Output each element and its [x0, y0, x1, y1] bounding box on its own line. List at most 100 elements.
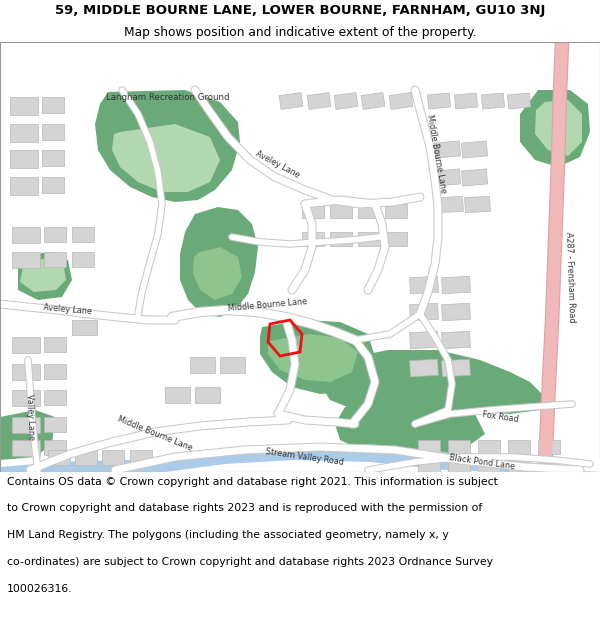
- Polygon shape: [520, 90, 590, 167]
- Text: 59, MIDDLE BOURNE LANE, LOWER BOURNE, FARNHAM, GU10 3NJ: 59, MIDDLE BOURNE LANE, LOWER BOURNE, FA…: [55, 4, 545, 17]
- Polygon shape: [330, 204, 352, 218]
- Polygon shape: [220, 357, 245, 373]
- Polygon shape: [279, 92, 303, 109]
- Polygon shape: [72, 320, 97, 335]
- Polygon shape: [538, 440, 560, 454]
- Text: co-ordinates) are subject to Crown copyright and database rights 2023 Ordnance S: co-ordinates) are subject to Crown copyr…: [7, 557, 493, 567]
- Polygon shape: [268, 334, 358, 382]
- Polygon shape: [48, 450, 70, 465]
- Polygon shape: [418, 460, 440, 474]
- Text: Middle Bourne Lane: Middle Bourne Lane: [116, 415, 194, 453]
- Text: Stream Valley Road: Stream Valley Road: [265, 447, 344, 467]
- Polygon shape: [442, 359, 470, 377]
- Text: to Crown copyright and database rights 2023 and is reproduced with the permissio: to Crown copyright and database rights 2…: [7, 503, 482, 513]
- Polygon shape: [42, 124, 64, 140]
- Polygon shape: [193, 247, 242, 300]
- Polygon shape: [437, 196, 463, 212]
- Polygon shape: [461, 169, 488, 186]
- Polygon shape: [72, 252, 94, 267]
- Polygon shape: [358, 232, 380, 246]
- Polygon shape: [42, 150, 64, 166]
- Polygon shape: [48, 472, 70, 486]
- Polygon shape: [10, 150, 38, 168]
- Polygon shape: [508, 93, 530, 109]
- Polygon shape: [418, 440, 440, 454]
- Polygon shape: [330, 232, 352, 246]
- Polygon shape: [448, 440, 470, 454]
- Polygon shape: [95, 90, 240, 202]
- Polygon shape: [195, 387, 220, 403]
- Polygon shape: [0, 410, 55, 460]
- Polygon shape: [75, 450, 97, 465]
- Polygon shape: [334, 92, 358, 109]
- Polygon shape: [508, 460, 530, 474]
- Text: Langham Recreation Ground: Langham Recreation Ground: [106, 92, 230, 101]
- Polygon shape: [538, 460, 560, 474]
- Polygon shape: [410, 359, 439, 377]
- Polygon shape: [20, 258, 66, 292]
- Polygon shape: [10, 97, 38, 115]
- Polygon shape: [12, 440, 40, 456]
- Polygon shape: [335, 397, 485, 460]
- Polygon shape: [190, 357, 215, 373]
- Polygon shape: [385, 232, 407, 246]
- Text: A287 - Frensham Road: A287 - Frensham Road: [564, 231, 576, 322]
- Polygon shape: [112, 124, 220, 192]
- Polygon shape: [44, 440, 66, 455]
- Polygon shape: [0, 444, 600, 477]
- Polygon shape: [385, 204, 407, 218]
- Polygon shape: [461, 141, 488, 158]
- Text: 100026316.: 100026316.: [7, 584, 73, 594]
- Polygon shape: [464, 196, 490, 212]
- Polygon shape: [410, 276, 439, 294]
- Polygon shape: [535, 100, 582, 156]
- Polygon shape: [44, 417, 66, 432]
- Text: Black Pond Lane: Black Pond Lane: [449, 453, 515, 471]
- Text: Middle Bourne Lane: Middle Bourne Lane: [228, 297, 308, 313]
- Polygon shape: [42, 177, 64, 193]
- Polygon shape: [44, 337, 66, 352]
- Polygon shape: [389, 92, 413, 109]
- Polygon shape: [102, 450, 124, 465]
- Polygon shape: [12, 417, 40, 433]
- Polygon shape: [302, 204, 324, 218]
- Polygon shape: [478, 460, 500, 474]
- Polygon shape: [18, 252, 72, 300]
- Polygon shape: [448, 460, 470, 474]
- Polygon shape: [72, 227, 94, 242]
- Polygon shape: [361, 92, 385, 109]
- Polygon shape: [44, 227, 66, 242]
- Text: HM Land Registry. The polygons (including the associated geometry, namely x, y: HM Land Registry. The polygons (includin…: [7, 530, 449, 540]
- Polygon shape: [44, 390, 66, 405]
- Polygon shape: [12, 364, 40, 380]
- Polygon shape: [10, 177, 38, 195]
- Polygon shape: [75, 472, 97, 486]
- Polygon shape: [427, 93, 451, 109]
- Polygon shape: [302, 232, 324, 246]
- Polygon shape: [130, 450, 152, 465]
- Polygon shape: [442, 276, 470, 294]
- Polygon shape: [260, 320, 375, 394]
- Polygon shape: [410, 303, 439, 321]
- Polygon shape: [165, 387, 190, 403]
- Polygon shape: [442, 303, 470, 321]
- Text: Aveley Lane: Aveley Lane: [254, 149, 302, 179]
- Polygon shape: [454, 93, 478, 109]
- Polygon shape: [434, 169, 461, 186]
- Polygon shape: [102, 472, 124, 486]
- Polygon shape: [12, 252, 40, 268]
- Polygon shape: [434, 141, 461, 158]
- Polygon shape: [12, 227, 40, 243]
- Polygon shape: [481, 93, 505, 109]
- Polygon shape: [44, 252, 66, 267]
- Polygon shape: [42, 97, 64, 113]
- Polygon shape: [508, 440, 530, 454]
- Polygon shape: [44, 364, 66, 379]
- Text: Aveley Lane: Aveley Lane: [43, 303, 92, 317]
- Text: Middle Bourne Lane: Middle Bourne Lane: [425, 114, 448, 194]
- Polygon shape: [442, 331, 470, 349]
- Polygon shape: [180, 207, 258, 317]
- Polygon shape: [12, 390, 40, 406]
- Polygon shape: [410, 331, 439, 349]
- Text: Map shows position and indicative extent of the property.: Map shows position and indicative extent…: [124, 26, 476, 39]
